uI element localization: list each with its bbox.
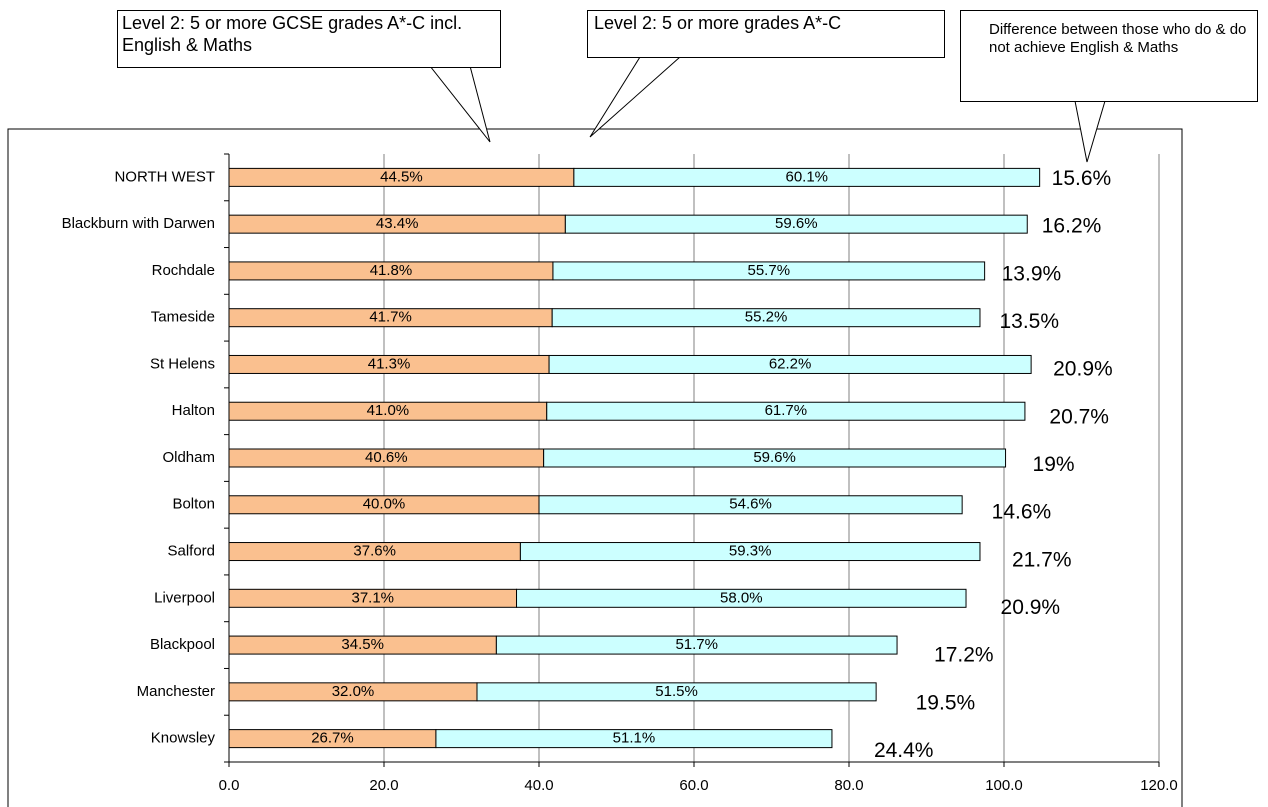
y-tick-label: Halton [172,402,215,419]
difference-label: 21.7% [1012,548,1072,571]
difference-label: 13.9% [1002,262,1062,285]
y-tick-label: Salford [167,543,215,560]
y-tick-label: Blackburn with Darwen [62,215,215,232]
value-label: 40.6% [365,449,408,466]
callout-pointer [589,56,682,138]
value-label: 61.7% [765,402,808,419]
value-label: 37.6% [353,543,396,560]
value-label: 54.6% [729,496,772,513]
y-tick-label: Rochdale [152,262,215,279]
difference-label: 19% [1033,453,1075,476]
value-label: 59.3% [729,543,772,560]
difference-label: 14.6% [992,501,1052,524]
y-tick-label: Tameside [151,309,215,326]
x-tick-label: 120.0 [1140,777,1178,794]
bar [551,308,981,328]
difference-label: 20.9% [1001,596,1061,619]
difference-label: 15.6% [1052,167,1112,190]
x-tick-label: 0.0 [219,777,240,794]
bar [548,354,1032,374]
bar [516,588,967,608]
difference-label: 17.2% [934,644,994,667]
value-label: 41.8% [370,262,413,279]
bar [573,167,1041,187]
value-label: 41.3% [368,355,411,372]
value-label: 59.6% [753,449,796,466]
value-label: 41.7% [369,309,412,326]
bar [546,401,1026,421]
y-tick-label: St Helens [150,355,215,372]
y-tick-label: Knowsley [151,730,216,747]
bar [552,261,986,281]
bar [543,448,1007,468]
plot: 0.0 20.0 40.0 60.0 80.0 100.0 120.0 NORTH WEST 4… [62,153,1178,794]
value-label: 43.4% [376,215,419,232]
callout: Level 2: 5 or more GCSE grades A*-C incl… [117,10,501,68]
y-tick-label: NORTH WEST [114,168,215,185]
x-tick-label: 20.0 [369,777,398,794]
difference-label: 16.2% [1042,215,1102,238]
value-label: 62.2% [769,355,812,372]
y-tick-label: Bolton [172,496,215,513]
value-label: 59.6% [775,215,818,232]
bar [519,542,981,562]
value-label: 51.5% [655,683,698,700]
bar [476,682,877,702]
x-tick-label: 100.0 [985,777,1023,794]
value-label: 55.2% [745,309,788,326]
value-label: 40.0% [363,496,406,513]
value-label: 41.0% [367,402,410,419]
value-label: 58.0% [720,589,763,606]
difference-label: 13.5% [999,310,1059,333]
value-label: 51.1% [613,730,656,747]
difference-label: 19.5% [916,691,976,714]
value-label: 44.5% [380,168,423,185]
difference-label: 20.9% [1053,358,1113,381]
x-tick-label: 80.0 [834,777,863,794]
difference-label: 20.7% [1049,405,1109,428]
callout: Difference between those who do & do not… [960,10,1258,102]
bar [435,729,833,749]
y-tick-label: Liverpool [154,589,215,606]
x-tick-label: 40.0 [524,777,553,794]
value-label: 60.1% [785,168,828,185]
bar [538,495,963,515]
value-label: 26.7% [311,730,354,747]
value-label: 51.7% [675,636,718,653]
bar [495,635,898,655]
value-label: 55.7% [748,262,791,279]
bar [564,214,1028,234]
value-label: 32.0% [332,683,375,700]
callout: Level 2: 5 or more grades A*-C [587,10,945,58]
x-tick-label: 60.0 [679,777,708,794]
value-label: 34.5% [341,636,384,653]
y-tick-label: Blackpool [150,636,215,653]
difference-label: 24.4% [874,739,934,762]
value-label: 37.1% [351,589,394,606]
y-tick-label: Manchester [137,683,215,700]
y-tick-label: Oldham [162,449,215,466]
